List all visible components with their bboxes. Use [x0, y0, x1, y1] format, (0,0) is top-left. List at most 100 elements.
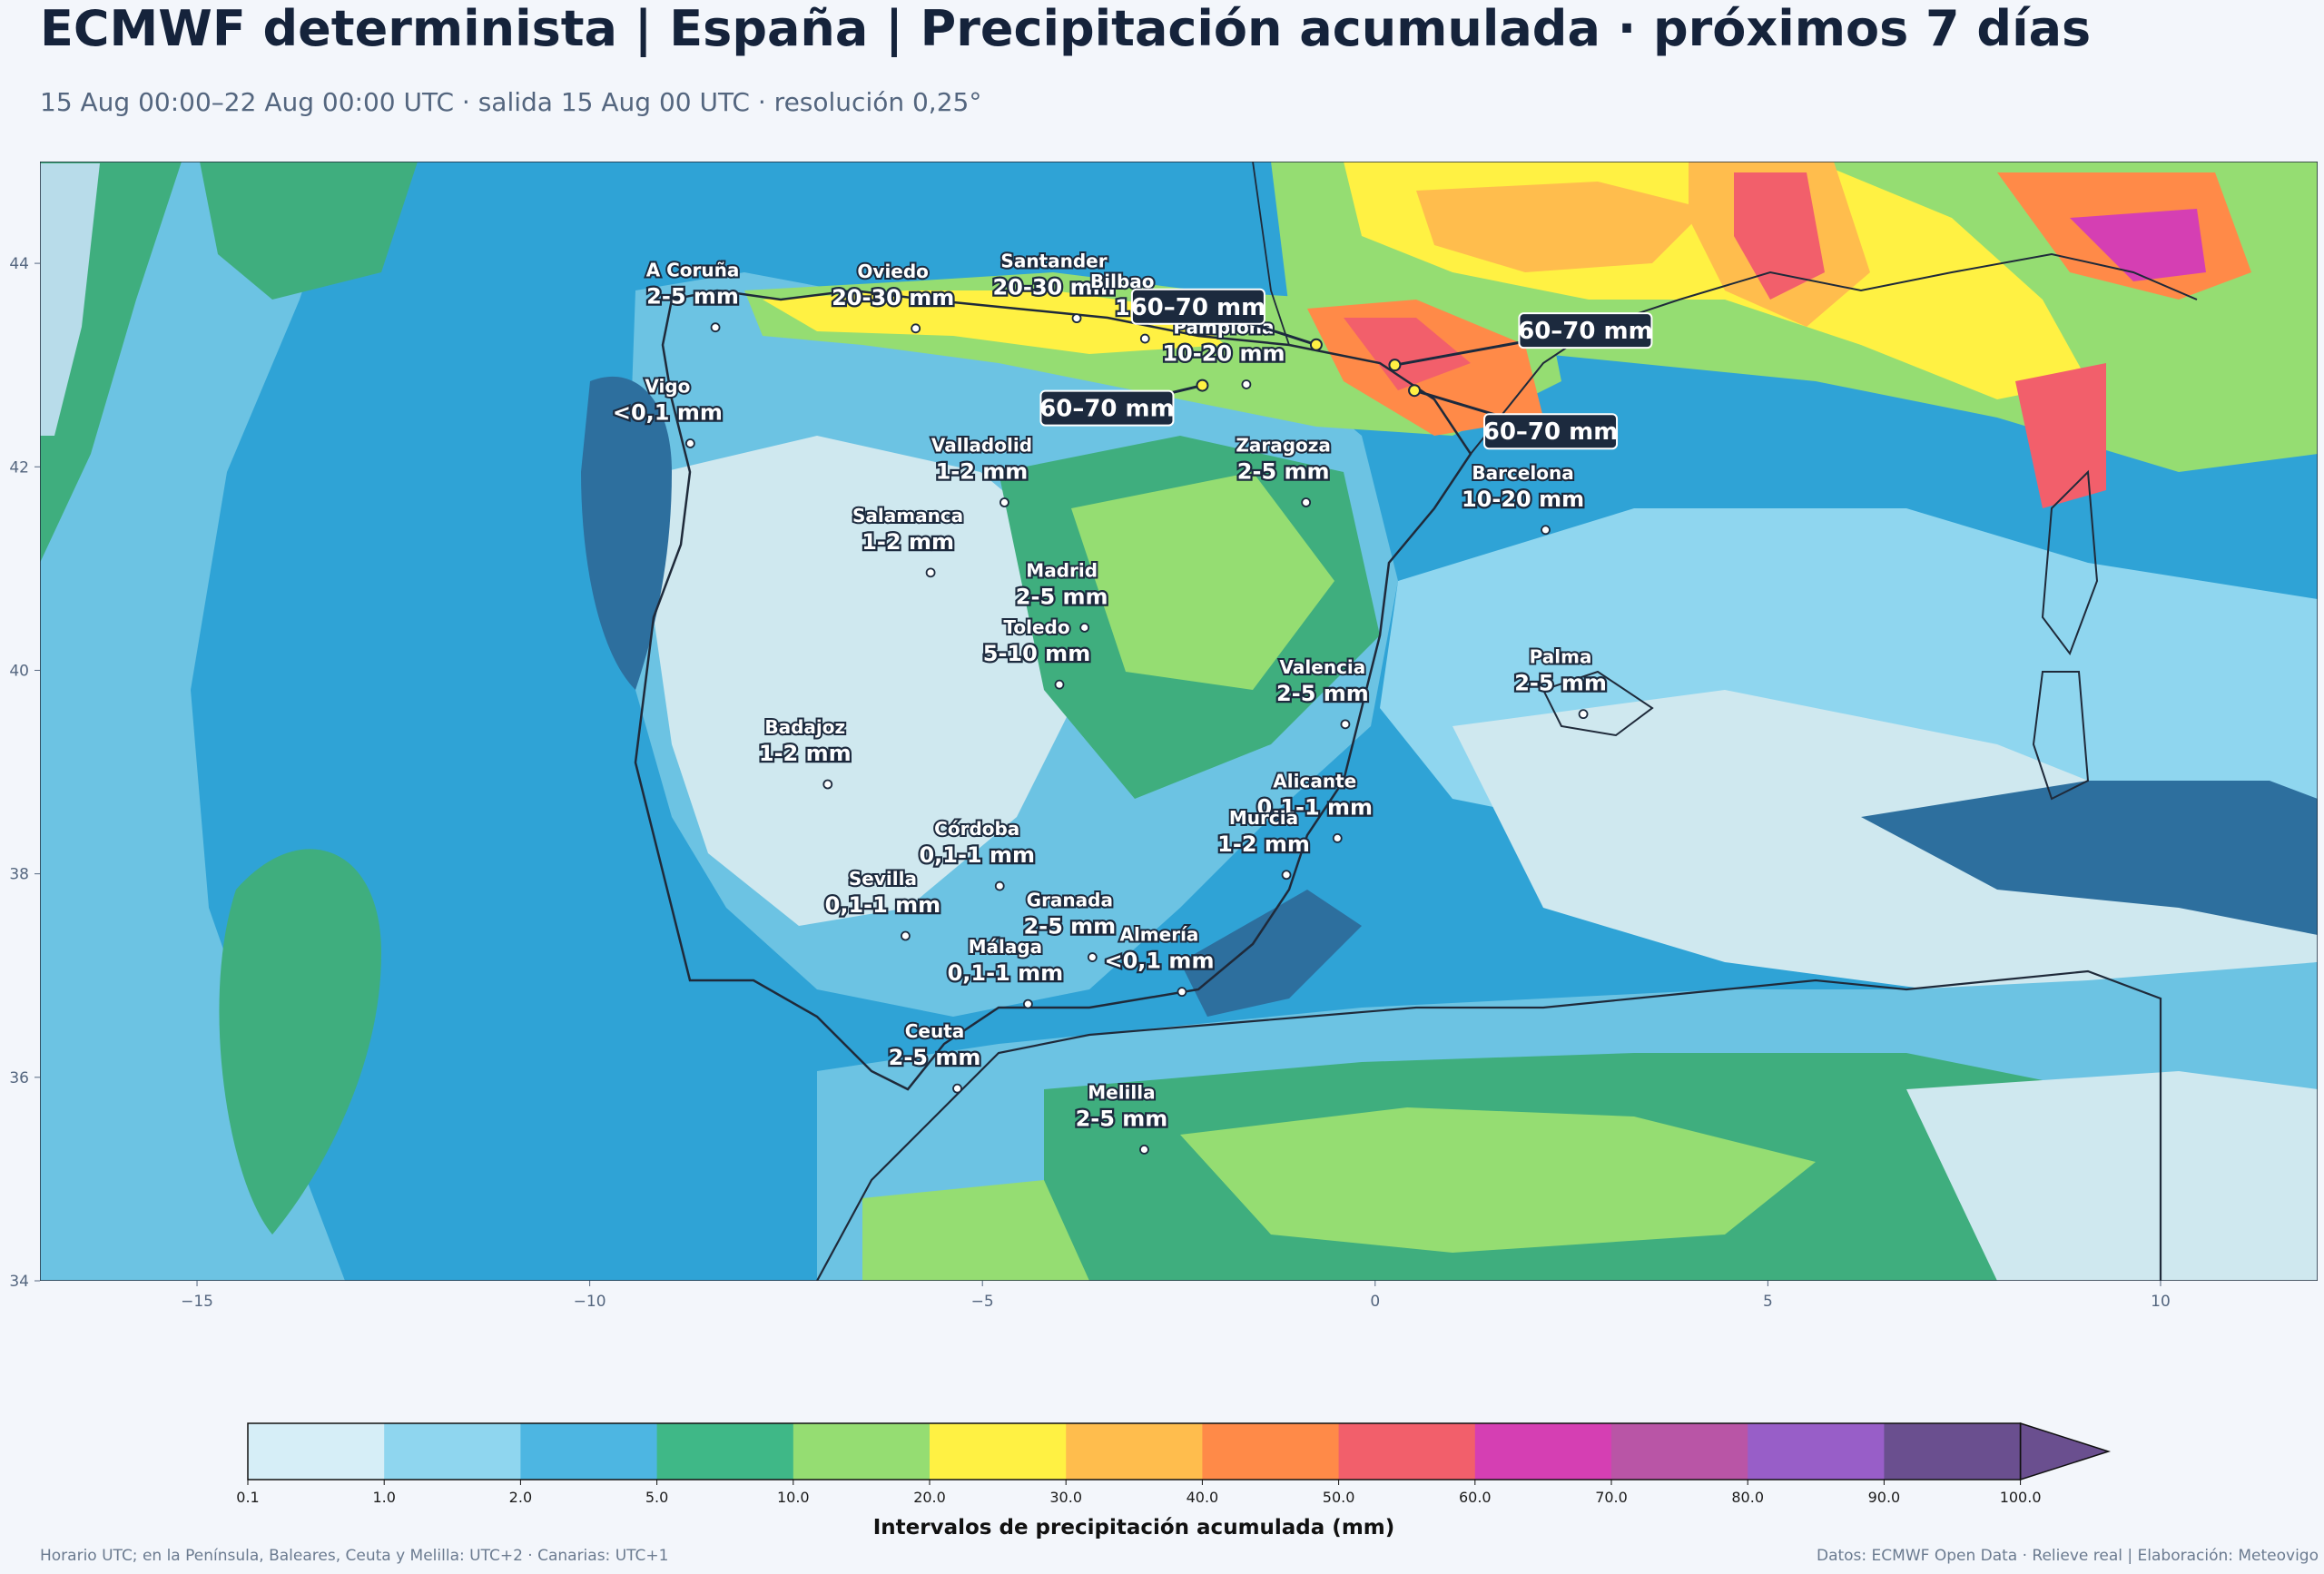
colorbar-segment	[793, 1423, 931, 1480]
city-value: 1-2 mm	[759, 741, 852, 766]
colorbar-segment	[1474, 1423, 1612, 1480]
city-value: 2-5 mm	[1076, 1106, 1168, 1131]
city-marker	[1177, 987, 1187, 998]
x-tick-label: 10	[2151, 1293, 2171, 1311]
x-axis: −15 −10 −5 0 5 10	[181, 1281, 2171, 1311]
city-marker	[1022, 999, 1033, 1009]
peak-marker	[1408, 384, 1422, 398]
city-marker	[1541, 525, 1551, 536]
colorbar-segment	[656, 1423, 794, 1480]
footer-credits: Datos: ECMWF Open Data · Relieve real | …	[1816, 1547, 2319, 1565]
x-tick-label: 5	[1763, 1293, 1773, 1311]
peak-label-box	[1483, 413, 1619, 450]
colorbar-segment	[1202, 1423, 1340, 1480]
city-name: Badajoz	[764, 716, 845, 738]
city-marker	[1139, 1145, 1149, 1155]
city-value: 2-5 mm	[1514, 671, 1607, 696]
peak-marker	[1388, 359, 1402, 372]
city-name: Valencia	[1280, 656, 1366, 678]
peak-label-box	[1039, 389, 1175, 427]
city-value: 0,1-1 mm	[825, 892, 941, 918]
peak-label-box	[1130, 288, 1265, 325]
colorbar-tick-label: 5.0	[645, 1489, 668, 1506]
colorbar-segment	[1748, 1423, 1885, 1480]
city-marker	[822, 779, 833, 790]
colorbar-segment	[930, 1423, 1067, 1480]
colorbar-tick-label: 50.0	[1323, 1489, 1355, 1506]
city-marker	[994, 880, 1005, 891]
city-name: Granada	[1027, 890, 1113, 911]
city-name: Madrid	[1026, 559, 1098, 581]
city-value: 1-2 mm	[1217, 831, 1310, 857]
peak-value: 60–70 mm	[1518, 318, 1653, 345]
colorbar-tick-label: 10.0	[777, 1489, 810, 1506]
city-marker	[952, 1083, 962, 1094]
colorbar-tick-label: 2.0	[509, 1489, 532, 1506]
city-value: 1	[1115, 295, 1130, 320]
city-name: Oviedo	[857, 261, 929, 282]
city-marker	[1054, 679, 1065, 690]
peak-callouts: 60–70 mm 60–70 mm 60–70 mm 60–70 mm	[1039, 288, 1653, 450]
city-value: 5-10 mm	[983, 641, 1090, 666]
city-marker	[1241, 379, 1252, 389]
colorbar-frame	[247, 1422, 2022, 1481]
x-tick-label: −15	[181, 1293, 213, 1311]
city-marker	[1332, 833, 1343, 843]
page-subtitle: 15 Aug 00:00–22 Aug 00:00 UTC · salida 1…	[40, 87, 982, 117]
colorbar-tick-label: 20.0	[913, 1489, 946, 1506]
city-name: Melilla	[1088, 1081, 1155, 1103]
city-value: 10-20 mm	[1462, 487, 1584, 512]
city-name: Sevilla	[849, 868, 917, 890]
colorbar-tick-label: 1.0	[372, 1489, 395, 1506]
city-value: 20-30 mm	[992, 275, 1115, 300]
colorbar-tick-label: 100.0	[2000, 1489, 2042, 1506]
colorbar-segment	[1611, 1423, 1748, 1480]
peak-value: 60–70 mm	[1483, 418, 1619, 446]
city-name: Salamanca	[852, 505, 963, 526]
city-marker	[1281, 870, 1292, 880]
peak-marker	[1196, 379, 1209, 392]
city-marker	[911, 323, 921, 334]
city-value: 1-2 mm	[862, 529, 954, 555]
y-tick-label: 36	[9, 1069, 29, 1087]
city-value: <0,1 mm	[1104, 949, 1214, 974]
colorbar-extend-arrow	[2019, 1422, 2112, 1481]
colorbar-tick-label: 70.0	[1595, 1489, 1628, 1506]
colorbar: 0.1 1.0 2.0 5.0 10.0 20.0 30.0 40.0 50.0 60.0 70.0…	[236, 1422, 2112, 1506]
city-marker	[684, 438, 695, 448]
y-axis: 34 36 38 40 42 44	[9, 255, 40, 1291]
colorbar-segment	[1338, 1423, 1476, 1480]
city-value: 2-5 mm	[1276, 681, 1369, 706]
city-value: 2-5 mm	[889, 1045, 981, 1070]
city-value: 10-20 mm	[1162, 340, 1285, 366]
city-value: <0,1 mm	[613, 399, 723, 425]
city-name: Vigo	[645, 375, 690, 397]
precipitation-field	[40, 162, 2318, 1281]
y-tick-label: 44	[9, 255, 29, 273]
page-title: ECMWF determinista | España | Precipitac…	[40, 0, 2092, 57]
y-tick-label: 38	[9, 866, 29, 884]
colorbar-tick-label: 0.1	[236, 1489, 259, 1506]
peak-marker	[1309, 338, 1323, 351]
x-tick-label: −5	[971, 1293, 994, 1311]
peak-value: 60–70 mm	[1131, 294, 1266, 321]
y-tick-label: 34	[9, 1273, 29, 1291]
x-tick-label: 0	[1370, 1293, 1380, 1311]
city-value: 0,1-1 mm	[1256, 794, 1373, 820]
city-value: 2-5 mm	[646, 284, 739, 310]
city-value: 0,1-1 mm	[919, 842, 1035, 868]
peak-value: 60–70 mm	[1039, 396, 1175, 423]
city-marker	[1071, 313, 1082, 324]
colorbar-tick-label: 30.0	[1049, 1489, 1082, 1506]
city-value: 2-5 mm	[1237, 459, 1330, 485]
colorbar-segment	[1884, 1423, 2022, 1480]
colorbar-tick-label: 90.0	[1868, 1489, 1901, 1506]
colorbar-tick-label: 60.0	[1459, 1489, 1492, 1506]
city-marker	[925, 567, 936, 578]
city-name: Murcia	[1229, 807, 1298, 829]
city-name: A Coruña	[646, 260, 740, 281]
city-marker	[1000, 497, 1009, 507]
city-marker	[1578, 709, 1589, 720]
city-marker	[1087, 952, 1098, 962]
